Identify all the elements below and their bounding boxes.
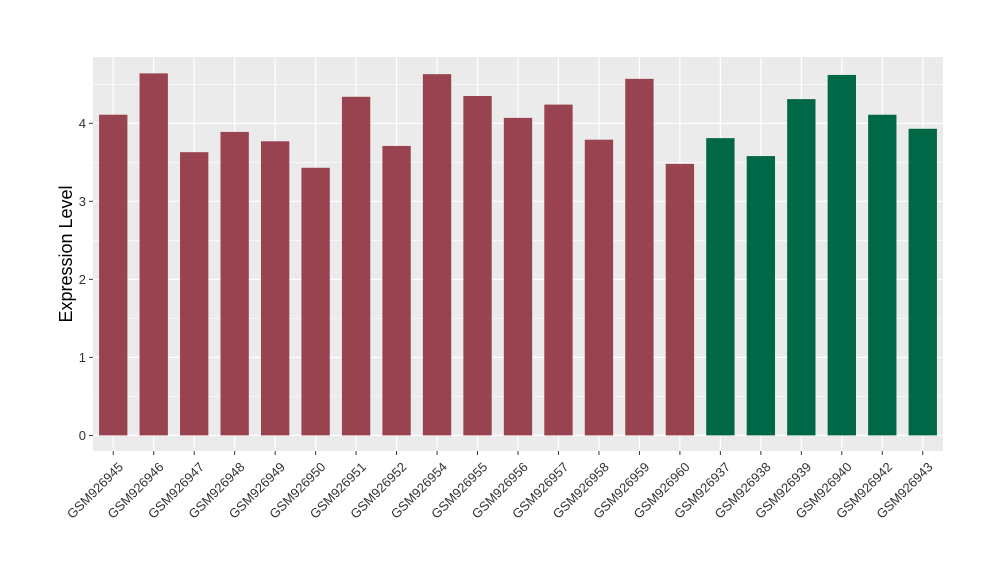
y-tick-label: 0 bbox=[79, 428, 86, 443]
bar-GSM926958 bbox=[584, 139, 614, 436]
bar-GSM926957 bbox=[544, 104, 573, 436]
bar-GSM926943 bbox=[908, 128, 937, 436]
bar-GSM926939 bbox=[787, 99, 816, 436]
y-axis-title: Expression Level bbox=[56, 185, 76, 322]
bar-GSM926949 bbox=[260, 141, 290, 436]
bar-GSM926937 bbox=[706, 138, 735, 436]
bar-GSM926938 bbox=[746, 156, 776, 436]
bar-GSM926954 bbox=[422, 74, 452, 436]
bar-GSM926950 bbox=[301, 167, 330, 436]
bar-GSM926960 bbox=[665, 163, 695, 436]
bar-GSM926948 bbox=[220, 131, 249, 436]
bar-GSM926947 bbox=[180, 152, 209, 436]
bar-GSM926942 bbox=[868, 114, 897, 436]
y-tick-label: 2 bbox=[79, 272, 86, 287]
bars bbox=[99, 73, 937, 436]
bar-GSM926940 bbox=[827, 74, 856, 436]
bar-GSM926952 bbox=[382, 145, 411, 436]
bar-GSM926946 bbox=[139, 73, 168, 436]
bar-GSM926945 bbox=[99, 114, 128, 436]
y-tick-label: 4 bbox=[79, 116, 86, 131]
bar-GSM926956 bbox=[503, 117, 533, 436]
y-axis: 0 1 2 3 4 bbox=[79, 116, 93, 443]
bar-GSM926951 bbox=[341, 96, 371, 436]
bar-GSM926959 bbox=[625, 78, 654, 436]
y-tick-label: 1 bbox=[79, 350, 86, 365]
x-axis: GSM926945GSM926946GSM926947GSM926948GSM9… bbox=[64, 451, 936, 522]
y-tick-label: 3 bbox=[79, 194, 86, 209]
bar-GSM926955 bbox=[463, 96, 492, 436]
